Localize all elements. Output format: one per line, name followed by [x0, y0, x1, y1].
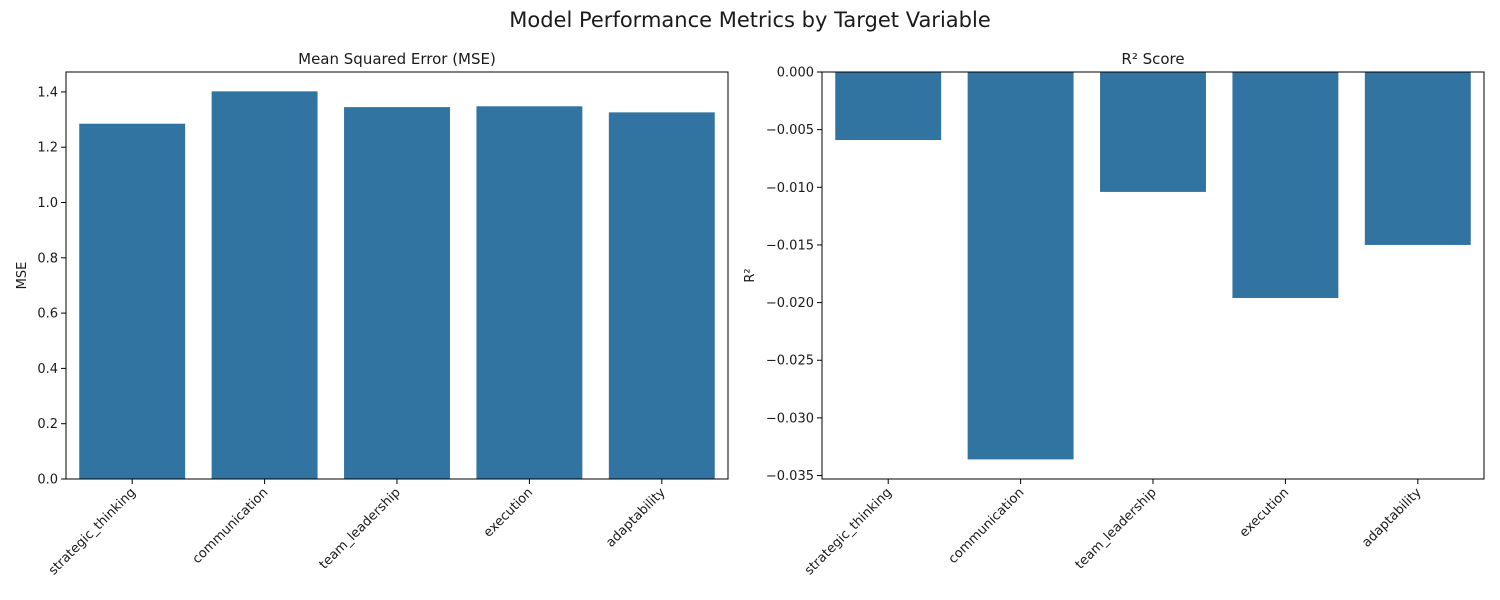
r2-bar-team-leadership [1100, 72, 1206, 192]
mse-chart-title: Mean Squared Error (MSE) [298, 50, 496, 68]
r2-bar-adaptability [1364, 72, 1471, 245]
figure-suptitle: Model Performance Metrics by Target Vari… [509, 8, 991, 32]
mse-ytick-label: 1.4 [37, 85, 58, 100]
r2-ytick-label: −0.015 [766, 238, 814, 253]
mse-bar-strategic-thinking [79, 123, 186, 480]
mse-ytick-label: 0.2 [37, 417, 58, 432]
r2-ytick-label: −0.005 [766, 123, 814, 138]
r2-xtick-label: team_leadership [1073, 485, 1160, 572]
mse-ytick-label: 0.0 [37, 473, 58, 488]
r2-ytick-label: −0.010 [766, 181, 814, 196]
r2-chart-title: R² Score [1121, 50, 1184, 68]
r2-bar-communication [967, 72, 1074, 460]
mse-bar-execution [476, 106, 583, 479]
r2-ylabel: R² [743, 268, 758, 282]
mse-bar-adaptability [608, 112, 715, 479]
mse-ytick-label: 0.8 [37, 251, 58, 266]
r2-xtick-label: adaptability [1359, 485, 1425, 551]
mse-ytick-label: 0.6 [37, 307, 58, 322]
mse-bar-team-leadership [344, 107, 450, 479]
mse-ylabel: MSE [15, 262, 30, 290]
r2-xtick-label: strategic_thinking [802, 485, 895, 578]
mse-bar-communication [211, 91, 318, 480]
mse-ytick-label: 0.4 [37, 362, 58, 377]
r2-xtick-label: communication [946, 485, 1028, 567]
mse-ytick-label: 1.0 [37, 196, 58, 211]
r2-ytick-label: −0.020 [766, 296, 814, 311]
mse-ytick-label: 1.2 [37, 141, 58, 156]
r2-ytick-label: −0.030 [766, 411, 814, 426]
r2-xtick-label: execution [1237, 485, 1292, 540]
r2-bar-strategic-thinking [835, 72, 942, 141]
r2-ytick-label: 0.000 [777, 66, 814, 81]
r2-bar-execution [1232, 72, 1339, 298]
r2-ytick-label: −0.025 [766, 354, 814, 369]
r2-ytick-label: −0.035 [766, 469, 814, 484]
